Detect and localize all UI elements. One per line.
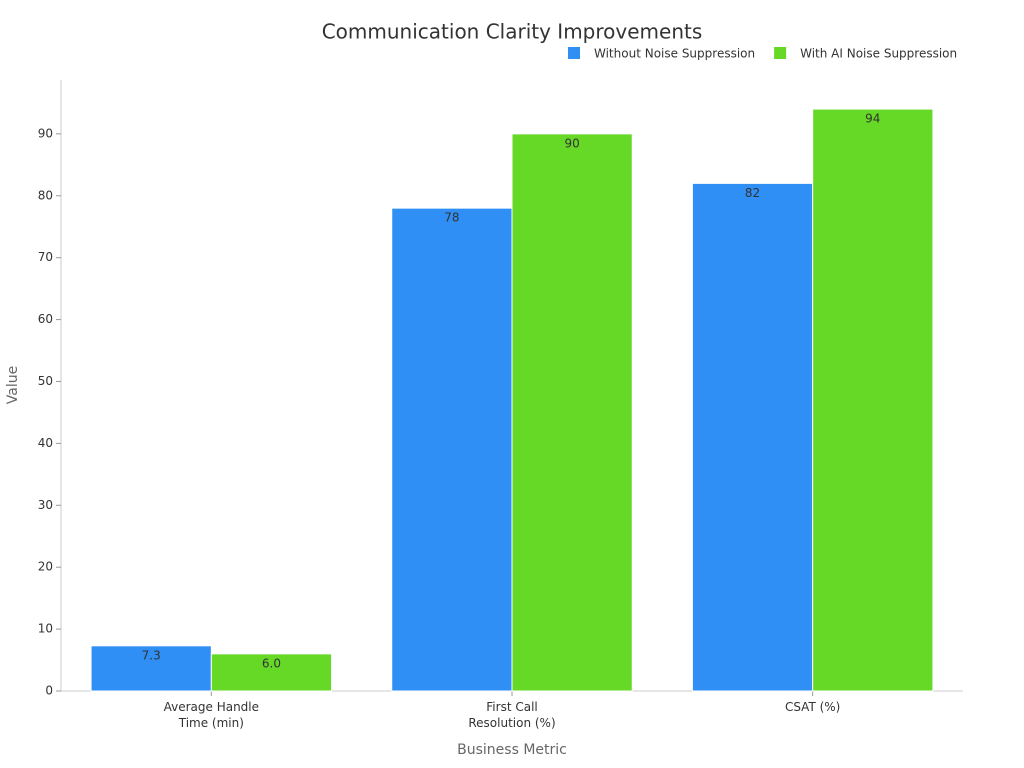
y-tick-label: 30 [38, 498, 53, 512]
y-tick-label: 10 [38, 622, 53, 636]
legend-label: Without Noise Suppression [594, 47, 755, 61]
y-tick-label: 50 [38, 374, 53, 388]
y-tick-label: 20 [38, 560, 53, 574]
x-tick-label: Average Handle Time (min) [163, 700, 260, 730]
legend-swatch [568, 47, 580, 59]
bar [691, 182, 814, 692]
legend-label: With AI Noise Suppression [800, 47, 957, 61]
x-tick-label: First Call Resolution (%) [468, 700, 556, 730]
value-label: 7.3 [142, 648, 161, 662]
y-tick-label: 60 [38, 312, 53, 326]
x-axis-label: Business Metric [457, 742, 567, 758]
bar [812, 108, 934, 692]
chart-title: Communication Clarity Improvements [322, 20, 703, 44]
value-label: 94 [865, 112, 880, 126]
value-label: 78 [444, 211, 459, 225]
value-label: 6.0 [262, 656, 281, 670]
bar [210, 653, 333, 692]
y-tick-label: 40 [38, 436, 53, 450]
bar [90, 645, 212, 692]
y-tick-label: 80 [38, 188, 53, 202]
y-axis-label: Value [5, 366, 21, 404]
value-label: 90 [564, 136, 579, 150]
y-tick-label: 90 [38, 126, 53, 140]
x-tick-label: CSAT (%) [784, 700, 841, 714]
bar [511, 133, 633, 692]
legend-swatch [774, 47, 787, 59]
value-label: 82 [745, 186, 760, 200]
y-tick-label: 0 [45, 684, 53, 698]
bar [391, 207, 513, 692]
y-tick-label: 70 [38, 250, 53, 264]
